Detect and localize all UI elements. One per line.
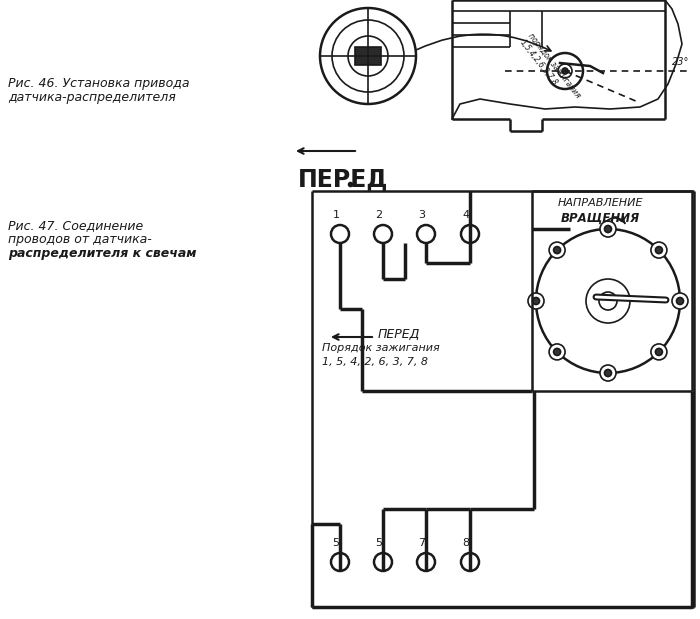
Circle shape (331, 553, 349, 571)
Circle shape (374, 553, 392, 571)
Text: проводов от датчика-: проводов от датчика- (8, 233, 152, 246)
Circle shape (417, 225, 435, 243)
Text: 23°: 23° (672, 57, 690, 67)
Circle shape (417, 553, 435, 571)
Text: 5: 5 (332, 538, 340, 548)
Circle shape (331, 225, 349, 243)
Circle shape (599, 292, 617, 310)
Circle shape (320, 8, 416, 104)
Text: 4: 4 (463, 210, 470, 220)
Text: 2: 2 (375, 210, 383, 220)
Circle shape (549, 242, 565, 258)
Text: Порядок зажигания: Порядок зажигания (322, 343, 440, 353)
Circle shape (676, 298, 683, 305)
Text: Рис. 47. Соединение: Рис. 47. Соединение (8, 219, 143, 232)
Text: Рис. 46. Установка привода: Рис. 46. Установка привода (8, 77, 190, 90)
Circle shape (558, 64, 572, 78)
Circle shape (651, 344, 667, 360)
Circle shape (461, 225, 479, 243)
Text: 1: 1 (332, 210, 340, 220)
Circle shape (374, 225, 392, 243)
Circle shape (562, 68, 568, 74)
Circle shape (672, 293, 688, 309)
Text: распределителя к свечам: распределителя к свечам (8, 247, 197, 260)
Circle shape (554, 348, 561, 355)
Text: датчика-распределителя: датчика-распределителя (8, 91, 176, 104)
Circle shape (600, 221, 616, 237)
Text: 7: 7 (419, 538, 426, 548)
Circle shape (600, 365, 616, 381)
Circle shape (533, 298, 540, 305)
Circle shape (536, 229, 680, 373)
Text: ВРАЩЕНИЯ: ВРАЩЕНИЯ (561, 212, 640, 225)
Text: 1, 5, 4, 2, 6, 3, 7, 8: 1, 5, 4, 2, 6, 3, 7, 8 (322, 357, 428, 367)
Circle shape (547, 53, 583, 89)
Circle shape (461, 553, 479, 571)
Bar (355, 47, 381, 65)
Circle shape (586, 279, 630, 323)
Text: ПЕРЕД: ПЕРЕД (298, 167, 388, 191)
Text: 5: 5 (375, 538, 382, 548)
Circle shape (348, 36, 388, 76)
Text: ПЕРЕД: ПЕРЕД (378, 327, 421, 340)
Circle shape (528, 293, 544, 309)
Text: 8: 8 (463, 538, 470, 548)
Circle shape (605, 370, 612, 376)
Circle shape (655, 246, 662, 254)
Text: порядок зажигания
1,5,4,2,6,3,7,8: порядок зажигания 1,5,4,2,6,3,7,8 (518, 32, 582, 106)
Circle shape (655, 348, 662, 355)
Text: НАПРАВЛЕНИЕ: НАПРАВЛЕНИЕ (557, 198, 643, 208)
Circle shape (554, 246, 561, 254)
Circle shape (332, 20, 404, 92)
Circle shape (651, 242, 667, 258)
Text: 3: 3 (419, 210, 426, 220)
Circle shape (605, 225, 612, 233)
Circle shape (549, 344, 565, 360)
